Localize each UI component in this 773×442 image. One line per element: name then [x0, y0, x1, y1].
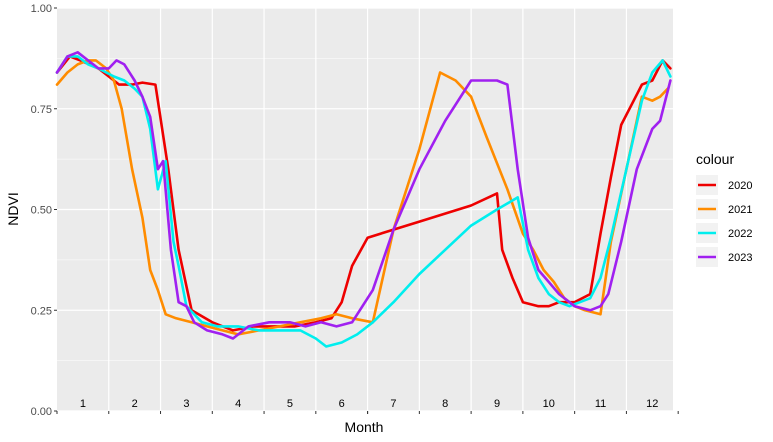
legend-label-2020: 2020: [728, 180, 752, 192]
y-tick-label: 0.25: [31, 305, 52, 317]
x-tick-label: 12: [646, 398, 658, 410]
x-tick-label: 7: [390, 398, 396, 410]
y-tick-label: 1.00: [31, 3, 52, 15]
minor-gridlines: [57, 58, 673, 361]
x-tick-label: 9: [494, 398, 500, 410]
x-tick-label: 6: [339, 398, 345, 410]
x-tick-label: 5: [287, 398, 293, 410]
y-tick-label: 0.50: [31, 205, 52, 217]
y-tick-label: 0.00: [31, 406, 52, 418]
x-tick-label: 11: [595, 398, 606, 410]
x-tick-label: 1: [80, 398, 86, 410]
x-tick-label: 2: [132, 398, 138, 410]
y-axis-title: NDVI: [5, 192, 21, 225]
y-axis: 0.00 0.25 0.50 0.75 1.00: [31, 3, 57, 418]
legend-label-2022: 2022: [728, 228, 752, 240]
x-tick-label: 10: [543, 398, 555, 410]
x-axis-title: Month: [345, 419, 384, 435]
legend-label-2023: 2023: [728, 252, 752, 264]
legend-title: colour: [696, 151, 734, 167]
x-tick-label: 4: [235, 398, 241, 410]
series-line-2023: [55, 50, 672, 340]
y-tick-label: 0.75: [31, 104, 52, 116]
x-tick-label: 8: [442, 398, 448, 410]
series-lines: [55, 50, 672, 348]
legend-label-2021: 2021: [728, 204, 752, 216]
legend: colour 2020 2021 2022 2023: [696, 151, 752, 267]
series-line-2022: [55, 55, 672, 348]
x-tick-label: 3: [183, 398, 189, 410]
series-line-2020: [55, 55, 672, 332]
x-axis: 1 2 3 4 5 6 7 8 9 10 11 12: [56, 398, 679, 414]
